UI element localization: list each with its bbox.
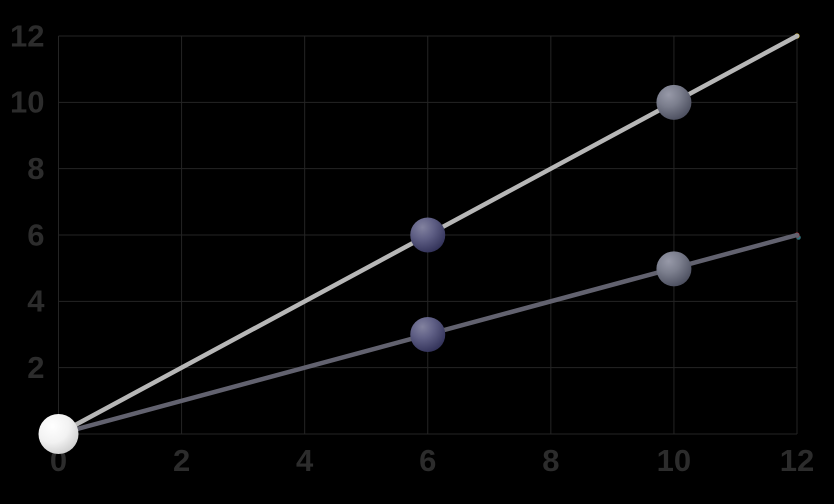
svg-text:6: 6	[27, 217, 44, 252]
svg-text:12: 12	[780, 443, 814, 478]
svg-text:6: 6	[419, 443, 436, 478]
svg-text:8: 8	[27, 151, 44, 186]
svg-text:10: 10	[10, 85, 44, 120]
svg-text:10: 10	[657, 443, 691, 478]
svg-text:2: 2	[27, 350, 44, 385]
svg-text:2: 2	[173, 443, 190, 478]
svg-text:4: 4	[27, 284, 45, 319]
svg-text:8: 8	[542, 443, 559, 478]
svg-text:4: 4	[296, 443, 314, 478]
svg-text:12: 12	[10, 18, 44, 53]
